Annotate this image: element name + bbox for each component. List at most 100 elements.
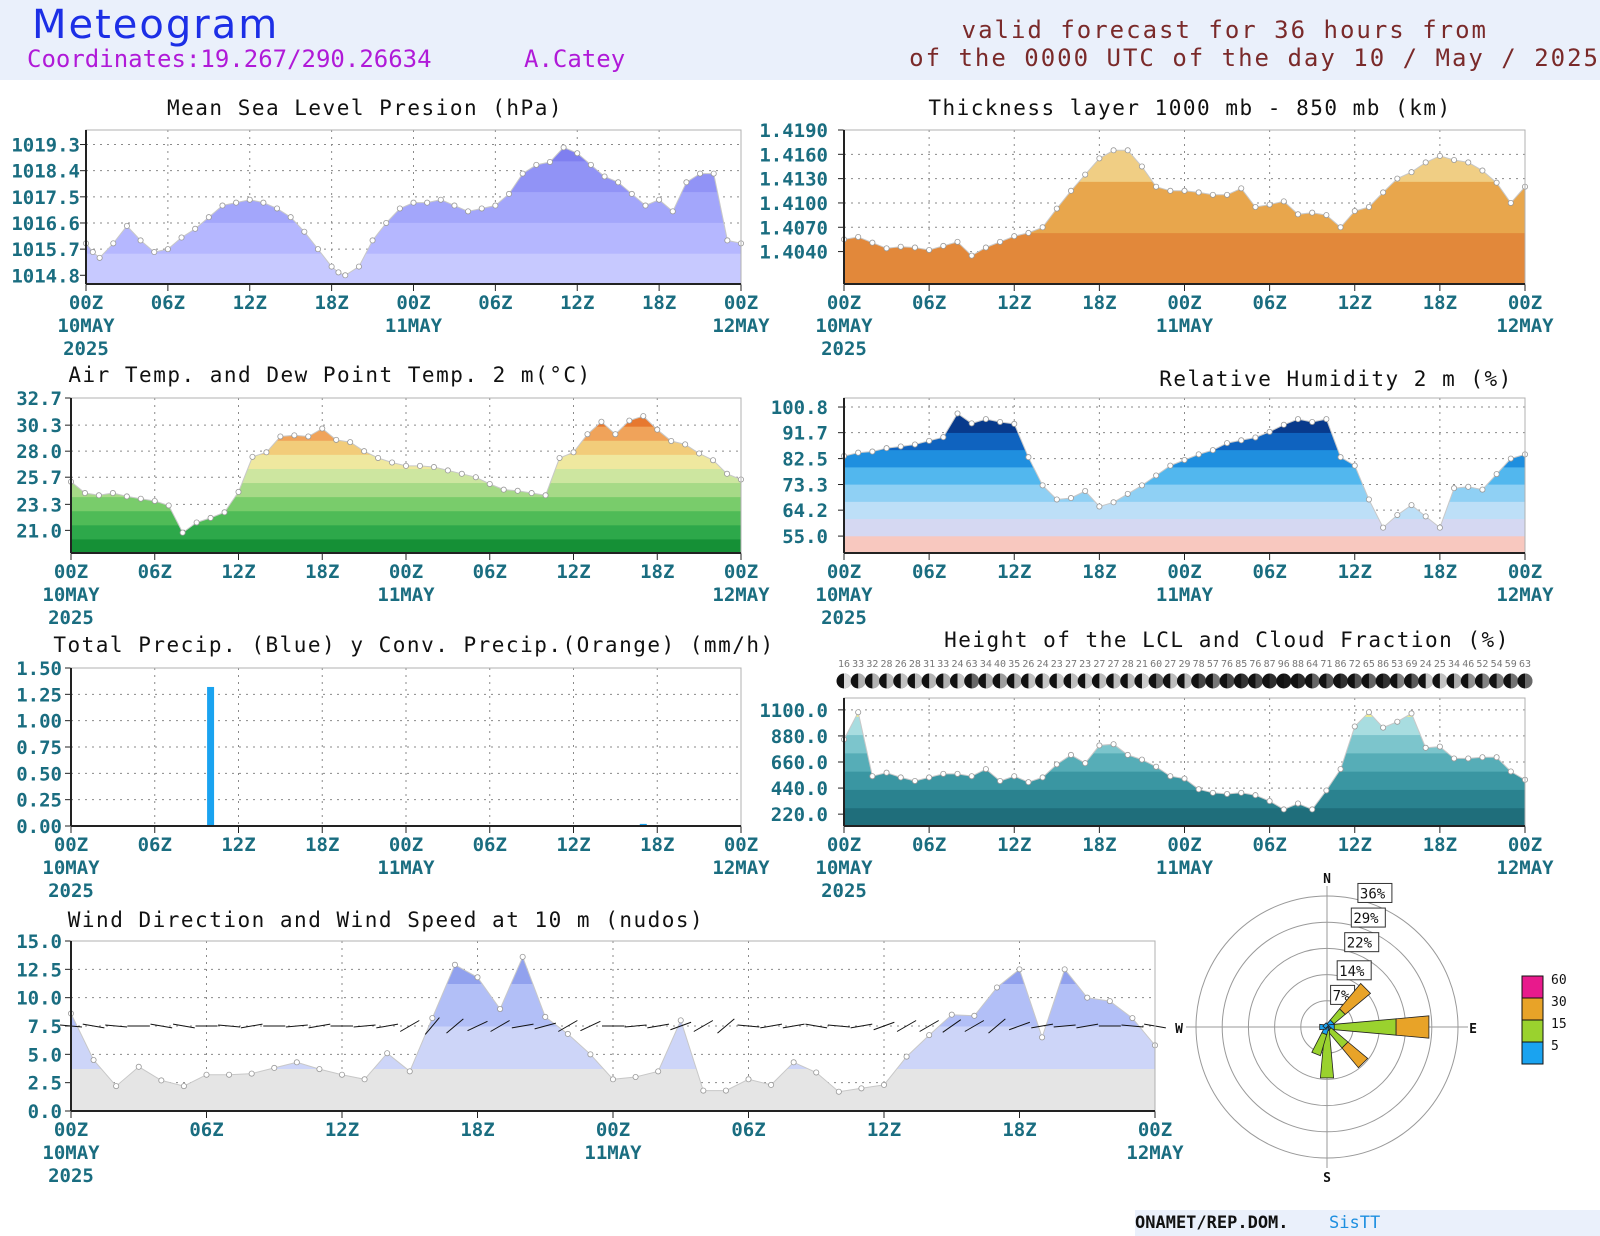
data-point: [1138, 163, 1145, 170]
data-point: [1025, 779, 1032, 786]
x-date-label: 11MAY: [377, 584, 435, 606]
x-tick-label: 12Z: [221, 561, 255, 583]
wind-barb: [1121, 1024, 1144, 1028]
cloud-fraction-icon: [1482, 673, 1490, 689]
data-point: [90, 1057, 97, 1064]
data-point: [384, 1050, 391, 1057]
data-point: [1408, 710, 1415, 717]
cloud-fraction-icon: [1503, 673, 1519, 689]
data-point: [1408, 169, 1415, 176]
data-point: [110, 240, 117, 247]
cloud-fraction-icon: [914, 673, 923, 689]
cloud-fraction-label: 21: [1136, 659, 1148, 670]
wind-barb: [1053, 1024, 1076, 1028]
cloud-fraction-icon: [1389, 673, 1405, 689]
data-point: [626, 417, 633, 424]
data-point: [528, 490, 535, 497]
data-point: [1025, 229, 1032, 236]
data-point: [472, 474, 479, 481]
precip-bar: [639, 823, 647, 826]
cloud-fraction-label: 24: [1037, 659, 1049, 670]
chart-precipitation: Total Precip. (Blue) y Conv. Precip.(Ora…: [16, 633, 773, 902]
x-date-label: 12MAY: [712, 315, 770, 337]
x-tick-label: 12Z: [560, 292, 594, 314]
cloud-fraction-label: 76: [1221, 659, 1233, 670]
ring-label-box: [1344, 932, 1380, 953]
x-tick-label: 06Z: [731, 1119, 765, 1141]
cloud-fraction-label: 25: [1434, 659, 1446, 670]
page-title: Meteogram: [32, 2, 280, 48]
cloud-fraction-label: 28: [881, 659, 893, 670]
data-point: [135, 1063, 142, 1070]
data-point: [444, 467, 451, 474]
x-date-label: 12MAY: [1496, 857, 1554, 879]
data-point: [246, 196, 253, 203]
x-year-label: 2025: [821, 338, 867, 360]
data-point: [911, 244, 918, 251]
data-point: [1195, 786, 1202, 793]
x-tick-label: 18Z: [1082, 292, 1116, 314]
data-point: [669, 208, 676, 215]
wind-barb: [850, 1023, 873, 1029]
y-tick-label: 0.0: [28, 1101, 62, 1123]
cloud-fraction-label: 27: [1093, 659, 1105, 670]
wind-barb: [1076, 1023, 1099, 1029]
data-point: [1493, 471, 1500, 478]
x-tick-label: 00Z: [827, 292, 861, 314]
data-point: [1309, 209, 1316, 216]
x-date-label: 12MAY: [1496, 584, 1554, 606]
legend-label: 60: [1551, 973, 1567, 988]
cloud-fraction-label: 65: [1363, 659, 1375, 670]
cloud-fraction-icon: [1474, 673, 1490, 689]
y-tick-label: 660.0: [771, 752, 828, 774]
cloud-fraction-icon: [1283, 673, 1292, 689]
wind-barb: [827, 1024, 850, 1028]
data-point: [1493, 754, 1500, 761]
data-point: [997, 238, 1004, 245]
cloud-fraction-icon: [1368, 673, 1377, 689]
data-point: [1238, 185, 1245, 192]
data-point: [1465, 755, 1472, 762]
x-tick-label: 06Z: [1252, 292, 1286, 314]
x-tick-label: 12Z: [556, 834, 590, 856]
data-point: [1167, 773, 1174, 780]
x-date-label: 12MAY: [1126, 1142, 1184, 1164]
data-point: [96, 254, 103, 261]
data-point: [1252, 434, 1259, 441]
wind-barb: [782, 1023, 805, 1029]
data-point: [369, 237, 376, 244]
wind-barb: [490, 1020, 510, 1032]
data-point: [1167, 462, 1174, 469]
y-tick-label: 21.0: [16, 520, 62, 542]
cloud-fraction-icon: [1219, 673, 1235, 689]
area-band: [844, 484, 1525, 502]
y-tick-label: 73.3: [782, 475, 828, 497]
y-tick-label: 880.0: [771, 726, 828, 748]
data-point: [1394, 511, 1401, 518]
data-point: [389, 459, 396, 466]
cloud-fraction-icon: [1298, 673, 1306, 689]
data-point: [724, 470, 731, 477]
chart-title-wind: Wind Direction and Wind Speed at 10 m (n…: [68, 908, 704, 932]
data-point: [151, 497, 158, 504]
cloud-fraction-label: 46: [1462, 659, 1474, 670]
data-point: [203, 1071, 210, 1078]
data-point: [1280, 806, 1287, 813]
footer-system: SisTT: [1329, 1213, 1381, 1233]
cloud-fraction-label: 78: [1193, 659, 1205, 670]
data-point: [1309, 806, 1316, 813]
chart-title-thickness: Thickness layer 1000 mb - 850 mb (km): [928, 96, 1451, 120]
data-point: [1309, 418, 1316, 425]
data-point: [342, 272, 349, 279]
data-point: [151, 249, 158, 256]
y-tick-label: 2.5: [28, 1073, 62, 1095]
data-point: [301, 228, 308, 235]
legend-swatch: [1521, 1019, 1544, 1043]
data-point: [81, 490, 88, 497]
data-point: [564, 1030, 571, 1037]
data-point: [333, 436, 340, 443]
wind-barb: [308, 1023, 331, 1029]
x-year-label: 2025: [821, 880, 867, 902]
cloud-fraction-icon: [1326, 673, 1334, 689]
y-tick-label: 1.00: [16, 711, 62, 733]
